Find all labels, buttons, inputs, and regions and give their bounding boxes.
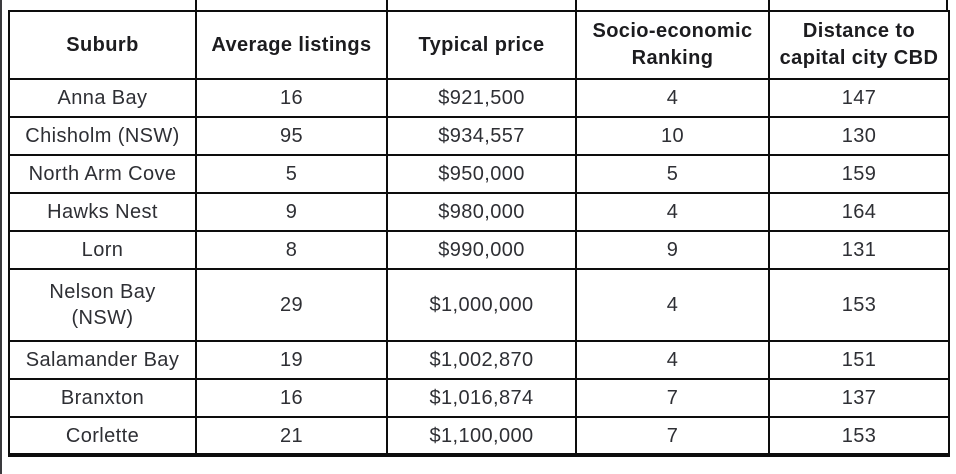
cell-suburb: Salamander Bay bbox=[8, 340, 197, 380]
cell-socio-economic-ranking: 5 bbox=[575, 154, 770, 194]
cell-socio-economic-ranking: 4 bbox=[575, 192, 770, 232]
border-stub bbox=[575, 0, 577, 11]
border-stub bbox=[946, 0, 948, 11]
cell-typical-price: $1,002,870 bbox=[386, 340, 577, 380]
table-row-corlette: Corlette 21 $1,100,000 7 153 bbox=[8, 416, 950, 456]
cell-suburb: Branxton bbox=[8, 378, 197, 418]
cell-socio-economic-ranking: 4 bbox=[575, 268, 770, 342]
cell-average-listings: 21 bbox=[195, 416, 388, 456]
border-stub bbox=[386, 0, 388, 11]
cell-average-listings: 5 bbox=[195, 154, 388, 194]
cell-socio-economic-ranking: 10 bbox=[575, 116, 770, 156]
cell-suburb: Nelson Bay (NSW) bbox=[8, 268, 197, 342]
cell-socio-economic-ranking: 7 bbox=[575, 378, 770, 418]
cell-socio-economic-ranking: 4 bbox=[575, 78, 770, 118]
cell-average-listings: 19 bbox=[195, 340, 388, 380]
cell-average-listings: 16 bbox=[195, 78, 388, 118]
cell-distance-to-cbd: 151 bbox=[768, 340, 950, 380]
table-row-chisholm: Chisholm (NSW) 95 $934,557 10 130 bbox=[8, 116, 950, 156]
cell-distance-to-cbd: 159 bbox=[768, 154, 950, 194]
cell-socio-economic-ranking: 9 bbox=[575, 230, 770, 270]
suburbs-data-table: Suburb Average listings Typical price So… bbox=[8, 10, 950, 457]
cell-suburb: Chisholm (NSW) bbox=[8, 116, 197, 156]
cell-suburb: Anna Bay bbox=[8, 78, 197, 118]
cell-typical-price: $1,100,000 bbox=[386, 416, 577, 456]
cell-distance-to-cbd: 131 bbox=[768, 230, 950, 270]
cell-distance-to-cbd: 164 bbox=[768, 192, 950, 232]
cell-typical-price: $980,000 bbox=[386, 192, 577, 232]
cell-average-listings: 9 bbox=[195, 192, 388, 232]
cell-suburb: Lorn bbox=[8, 230, 197, 270]
table-row-nelson-bay: Nelson Bay (NSW) 29 $1,000,000 4 153 bbox=[8, 268, 950, 342]
cell-average-listings: 16 bbox=[195, 378, 388, 418]
cell-average-listings: 8 bbox=[195, 230, 388, 270]
cell-typical-price: $950,000 bbox=[386, 154, 577, 194]
cell-typical-price: $990,000 bbox=[386, 230, 577, 270]
cell-average-listings: 29 bbox=[195, 268, 388, 342]
cell-typical-price: $921,500 bbox=[386, 78, 577, 118]
crop-edge-line bbox=[0, 0, 2, 474]
cell-average-listings: 95 bbox=[195, 116, 388, 156]
table-row-north-arm-cove: North Arm Cove 5 $950,000 5 159 bbox=[8, 154, 950, 194]
column-header-suburb: Suburb bbox=[8, 10, 197, 80]
cell-suburb: North Arm Cove bbox=[8, 154, 197, 194]
cell-distance-to-cbd: 153 bbox=[768, 416, 950, 456]
table-row-lorn: Lorn 8 $990,000 9 131 bbox=[8, 230, 950, 270]
cell-distance-to-cbd: 153 bbox=[768, 268, 950, 342]
table-row-salamander-bay: Salamander Bay 19 $1,002,870 4 151 bbox=[8, 340, 950, 380]
column-header-distance-to-cbd: Distance to capital city CBD bbox=[768, 10, 950, 80]
table-row-anna-bay: Anna Bay 16 $921,500 4 147 bbox=[8, 78, 950, 118]
cell-suburb: Hawks Nest bbox=[8, 192, 197, 232]
cell-typical-price: $934,557 bbox=[386, 116, 577, 156]
cell-typical-price: $1,000,000 bbox=[386, 268, 577, 342]
border-stub bbox=[195, 0, 197, 11]
column-header-typical-price: Typical price bbox=[386, 10, 577, 80]
cell-suburb: Corlette bbox=[8, 416, 197, 456]
cell-distance-to-cbd: 137 bbox=[768, 378, 950, 418]
cell-typical-price: $1,016,874 bbox=[386, 378, 577, 418]
column-header-socio-economic-ranking: Socio-economic Ranking bbox=[575, 10, 770, 80]
header-row: Suburb Average listings Typical price So… bbox=[8, 10, 950, 80]
table-row-hawks-nest: Hawks Nest 9 $980,000 4 164 bbox=[8, 192, 950, 232]
cell-distance-to-cbd: 130 bbox=[768, 116, 950, 156]
cell-socio-economic-ranking: 4 bbox=[575, 340, 770, 380]
column-header-average-listings: Average listings bbox=[195, 10, 388, 80]
table-row-branxton: Branxton 16 $1,016,874 7 137 bbox=[8, 378, 950, 418]
border-stub bbox=[768, 0, 770, 11]
cell-socio-economic-ranking: 7 bbox=[575, 416, 770, 456]
cell-distance-to-cbd: 147 bbox=[768, 78, 950, 118]
